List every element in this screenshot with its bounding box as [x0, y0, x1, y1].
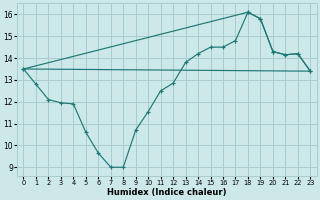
X-axis label: Humidex (Indice chaleur): Humidex (Indice chaleur) [107, 188, 227, 197]
